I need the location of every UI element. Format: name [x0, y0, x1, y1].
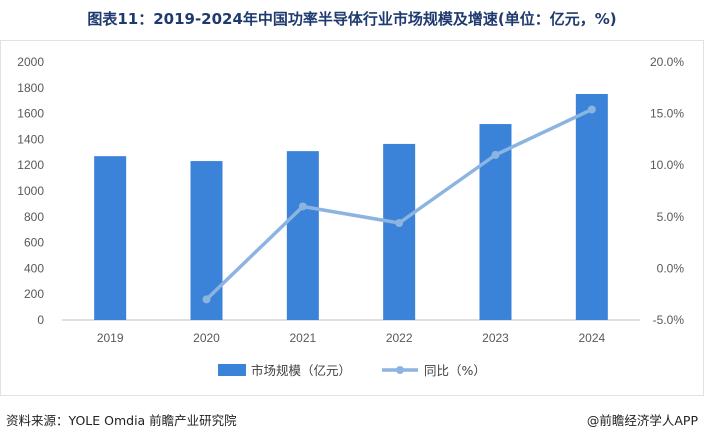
left-tick-label: 0	[37, 313, 44, 327]
chart-title: 图表11：2019-2024年中国功率半导体行业市场规模及增速(单位：亿元，%)	[87, 10, 617, 28]
growth-point	[202, 295, 211, 304]
left-tick-label: 600	[24, 236, 44, 250]
left-tick-label: 1600	[17, 107, 44, 121]
bar-2019	[94, 156, 127, 320]
growth-point	[298, 202, 307, 211]
x-axis-ticks: 2019 2020 2021 2022 2023 2024	[97, 331, 606, 345]
right-axis-ticks: -5.0% 0.0% 5.0% 10.0% 15.0% 20.0%	[650, 55, 684, 327]
left-tick-label: 2000	[17, 55, 44, 69]
legend-label-line: 同比（%）	[424, 363, 486, 378]
right-tick-label: 5.0%	[657, 210, 685, 224]
source-note: 资料来源：YOLE Omdia 前瞻产业研究院	[6, 413, 237, 428]
bar-2020	[190, 161, 223, 320]
legend: 市场规模（亿元） 同比（%）	[218, 363, 486, 378]
right-tick-label: -5.0%	[653, 313, 685, 327]
legend-swatch-bar	[218, 364, 246, 376]
growth-point	[491, 150, 500, 159]
left-tick-label: 1400	[17, 132, 44, 146]
right-tick-label: 15.0%	[650, 107, 684, 121]
left-tick-label: 1000	[17, 184, 44, 198]
growth-point	[587, 105, 596, 114]
x-tick-label: 2019	[97, 331, 124, 345]
left-tick-label: 1800	[17, 81, 44, 95]
x-tick-label: 2021	[289, 331, 316, 345]
x-tick-label: 2020	[193, 331, 220, 345]
right-tick-label: 20.0%	[650, 55, 684, 69]
left-tick-label: 400	[24, 261, 44, 275]
bar-2024	[575, 93, 608, 320]
chart: 0 200 400 600 800 1000 1200 1400 1600 1800 2000 -5…	[17, 55, 684, 378]
left-tick-label: 200	[24, 287, 44, 301]
right-tick-label: 0.0%	[657, 261, 685, 275]
x-tick-label: 2022	[386, 331, 413, 345]
left-axis-ticks: 0 200 400 600 800 1000 1200 1400 1600 1800 2000	[17, 55, 44, 327]
growth-point	[395, 218, 404, 227]
legend-swatch-marker	[396, 366, 404, 374]
bar-2021	[286, 151, 319, 320]
right-tick-label: 10.0%	[650, 158, 684, 172]
growth-line	[202, 105, 596, 304]
x-tick-label: 2023	[482, 331, 509, 345]
credit: @前瞻经济学人APP	[586, 413, 698, 428]
legend-label-bar: 市场规模（亿元）	[251, 363, 351, 378]
bars	[94, 93, 608, 320]
bar-2022	[383, 143, 416, 320]
left-tick-label: 800	[24, 210, 44, 224]
left-tick-label: 1200	[17, 158, 44, 172]
x-tick-label: 2024	[578, 331, 605, 345]
